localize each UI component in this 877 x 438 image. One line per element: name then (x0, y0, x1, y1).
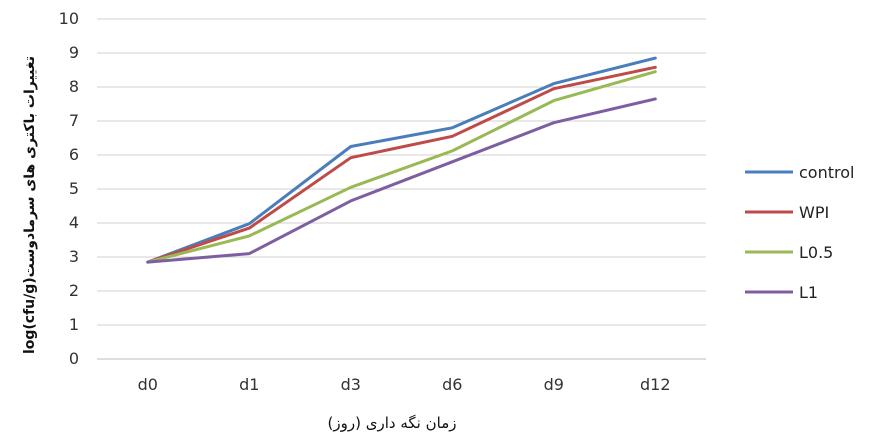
legend-label-control: control (799, 163, 854, 182)
y-axis-title: log(cfu/g)تغییرات باکتری های سرمادوست (22, 56, 38, 354)
series-line-l1 (146, 97, 657, 264)
x-tick-label: d1 (239, 375, 259, 394)
y-tick-label: 10 (59, 9, 79, 28)
y-tick-label: 2 (69, 281, 79, 300)
x-tick-label: d9 (544, 375, 564, 394)
legend: control WPI L0.5 L1 (745, 163, 854, 302)
series-lines (146, 56, 657, 264)
legend-label-l1: L1 (799, 283, 818, 302)
y-tick-label: 8 (69, 77, 79, 96)
x-tick-label: d3 (341, 375, 361, 394)
y-tick-label: 3 (69, 247, 79, 266)
series-line-wpi (146, 65, 657, 264)
x-tick-label: d0 (138, 375, 158, 394)
x-axis-title: زمان نگه داری (روز) (328, 414, 457, 432)
y-tick-label: 9 (69, 43, 79, 62)
x-tick-label: d6 (442, 375, 462, 394)
y-tick-label: 6 (69, 145, 79, 164)
legend-label-wpi: WPI (799, 203, 829, 222)
y-axis-ticks: 0 1 2 3 4 5 6 7 8 9 10 (59, 9, 79, 368)
x-tick-label: d12 (640, 375, 671, 394)
gridlines (97, 18, 706, 360)
y-tick-label: 0 (69, 349, 79, 368)
y-tick-label: 7 (69, 111, 79, 130)
y-tick-label: 4 (69, 213, 79, 232)
x-axis-ticks: d0 d1 d3 d6 d9 d12 (138, 375, 671, 394)
legend-label-l0-5: L0.5 (799, 243, 833, 262)
y-tick-label: 1 (69, 315, 79, 334)
series-line-l0-5 (146, 70, 657, 264)
y-tick-label: 5 (69, 179, 79, 198)
series-line-control (146, 56, 657, 264)
